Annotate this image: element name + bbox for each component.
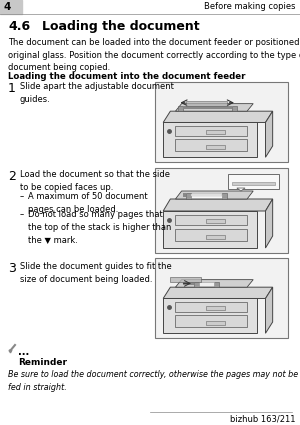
Bar [191,194,221,196]
Bar [194,281,199,287]
Text: Load the document so that the side
to be copied faces up.: Load the document so that the side to be… [20,170,170,192]
Bar [183,281,194,285]
Bar [178,105,183,111]
Text: ...: ... [18,347,29,357]
Text: Loading the document into the document feeder: Loading the document into the document f… [8,72,245,81]
Text: Slide apart the adjustable document
guides.: Slide apart the adjustable document guid… [20,82,174,104]
Bar [232,105,237,111]
Bar [163,211,257,248]
Polygon shape [176,191,253,199]
Text: The document can be loaded into the document feeder or positioned on the
origina: The document can be loaded into the docu… [8,38,300,72]
Bar [206,145,225,149]
Bar [176,139,247,151]
Text: 4.6: 4.6 [8,20,30,33]
Bar [155,258,288,338]
Bar [186,193,191,199]
Bar [176,126,247,136]
Bar [176,302,247,312]
Bar [214,281,220,287]
Bar [155,82,288,162]
Text: 1: 1 [8,82,16,95]
Polygon shape [176,104,253,111]
Text: bizhub 163/211: bizhub 163/211 [230,414,296,423]
Text: –: – [20,210,24,219]
Bar [232,182,275,185]
Bar [0,0,22,14]
Text: 4: 4 [4,2,11,12]
Bar [155,168,288,253]
Text: A maximum of 50 document
pages can be loaded.: A maximum of 50 document pages can be lo… [28,192,148,213]
Bar [191,194,221,198]
Text: Reminder: Reminder [18,358,67,367]
Bar [206,130,225,134]
Bar [206,219,225,223]
FancyBboxPatch shape [228,174,279,189]
Text: Be sure to load the document correctly, otherwise the pages may not be
fed in st: Be sure to load the document correctly, … [8,370,298,391]
Text: 3: 3 [8,262,16,275]
Bar [199,283,214,286]
Bar [170,277,201,281]
Polygon shape [266,111,273,157]
Text: Do not load so many pages that
the top of the stack is higher than
the ▼ mark.: Do not load so many pages that the top o… [28,210,171,244]
Polygon shape [266,287,273,333]
Text: 2: 2 [8,170,16,183]
Text: Loading the document: Loading the document [42,20,200,33]
Polygon shape [163,199,273,211]
Bar [183,193,186,197]
Text: Before making copies: Before making copies [205,2,296,11]
Bar [176,215,247,225]
Polygon shape [163,111,273,122]
Bar [221,193,226,199]
Bar [183,105,232,109]
Text: –: – [20,192,24,201]
Bar [206,306,225,310]
Bar [176,315,247,327]
Bar [163,298,257,333]
Bar [206,235,225,239]
Polygon shape [176,280,253,287]
Text: Slide the document guides to fit the
size of document being loaded.: Slide the document guides to fit the siz… [20,262,172,283]
Polygon shape [237,188,245,191]
Bar [186,101,226,105]
Polygon shape [266,199,273,248]
Bar [206,321,225,325]
Bar [163,122,257,157]
Bar [176,229,247,241]
Polygon shape [163,287,273,298]
